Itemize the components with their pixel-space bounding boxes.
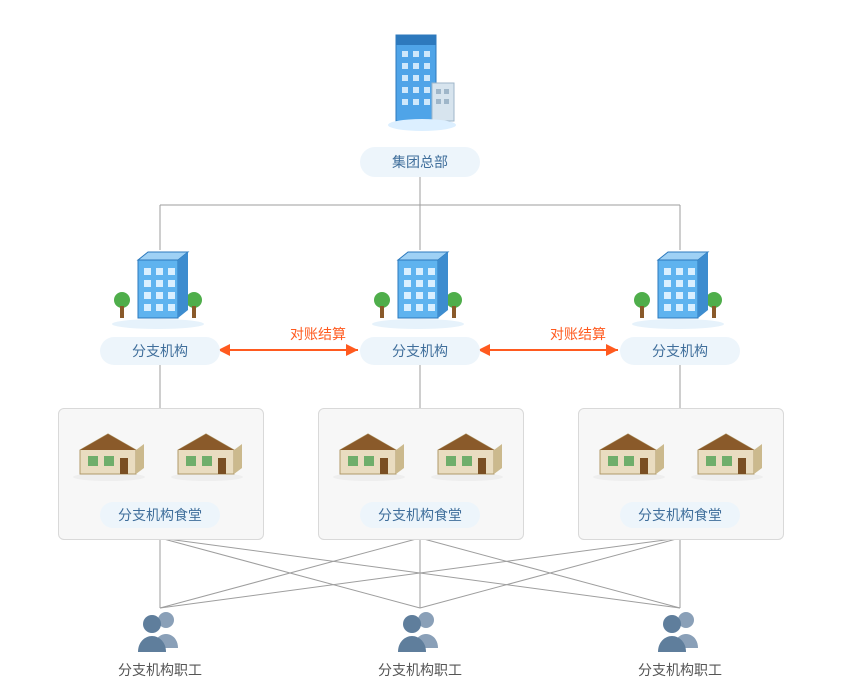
reconciliation-label: 对账结算 (516, 324, 640, 344)
staff-people-icon (394, 608, 446, 654)
branch-building-icon (628, 250, 728, 330)
staff-people-icon (134, 608, 186, 654)
staff-people-icon (654, 608, 706, 654)
canteen-label: 分支机构食堂 (100, 502, 220, 528)
branch-building-icon (368, 250, 468, 330)
hq-building-icon (382, 25, 462, 135)
canteen-building-icon (428, 422, 506, 482)
branch-label: 分支机构 (100, 337, 220, 365)
canteen-building-icon (70, 422, 148, 482)
canteen-label: 分支机构食堂 (620, 502, 740, 528)
canteen-label: 分支机构食堂 (360, 502, 480, 528)
canteen-building-icon (168, 422, 246, 482)
reconciliation-label: 对账结算 (256, 324, 380, 344)
hq-label: 集团总部 (360, 147, 480, 177)
canteen-building-icon (330, 422, 408, 482)
canteen-building-icon (688, 422, 766, 482)
staff-label: 分支机构职工 (370, 660, 470, 680)
staff-label: 分支机构职工 (630, 660, 730, 680)
branch-building-icon (108, 250, 208, 330)
staff-label: 分支机构职工 (110, 660, 210, 680)
canteen-building-icon (590, 422, 668, 482)
